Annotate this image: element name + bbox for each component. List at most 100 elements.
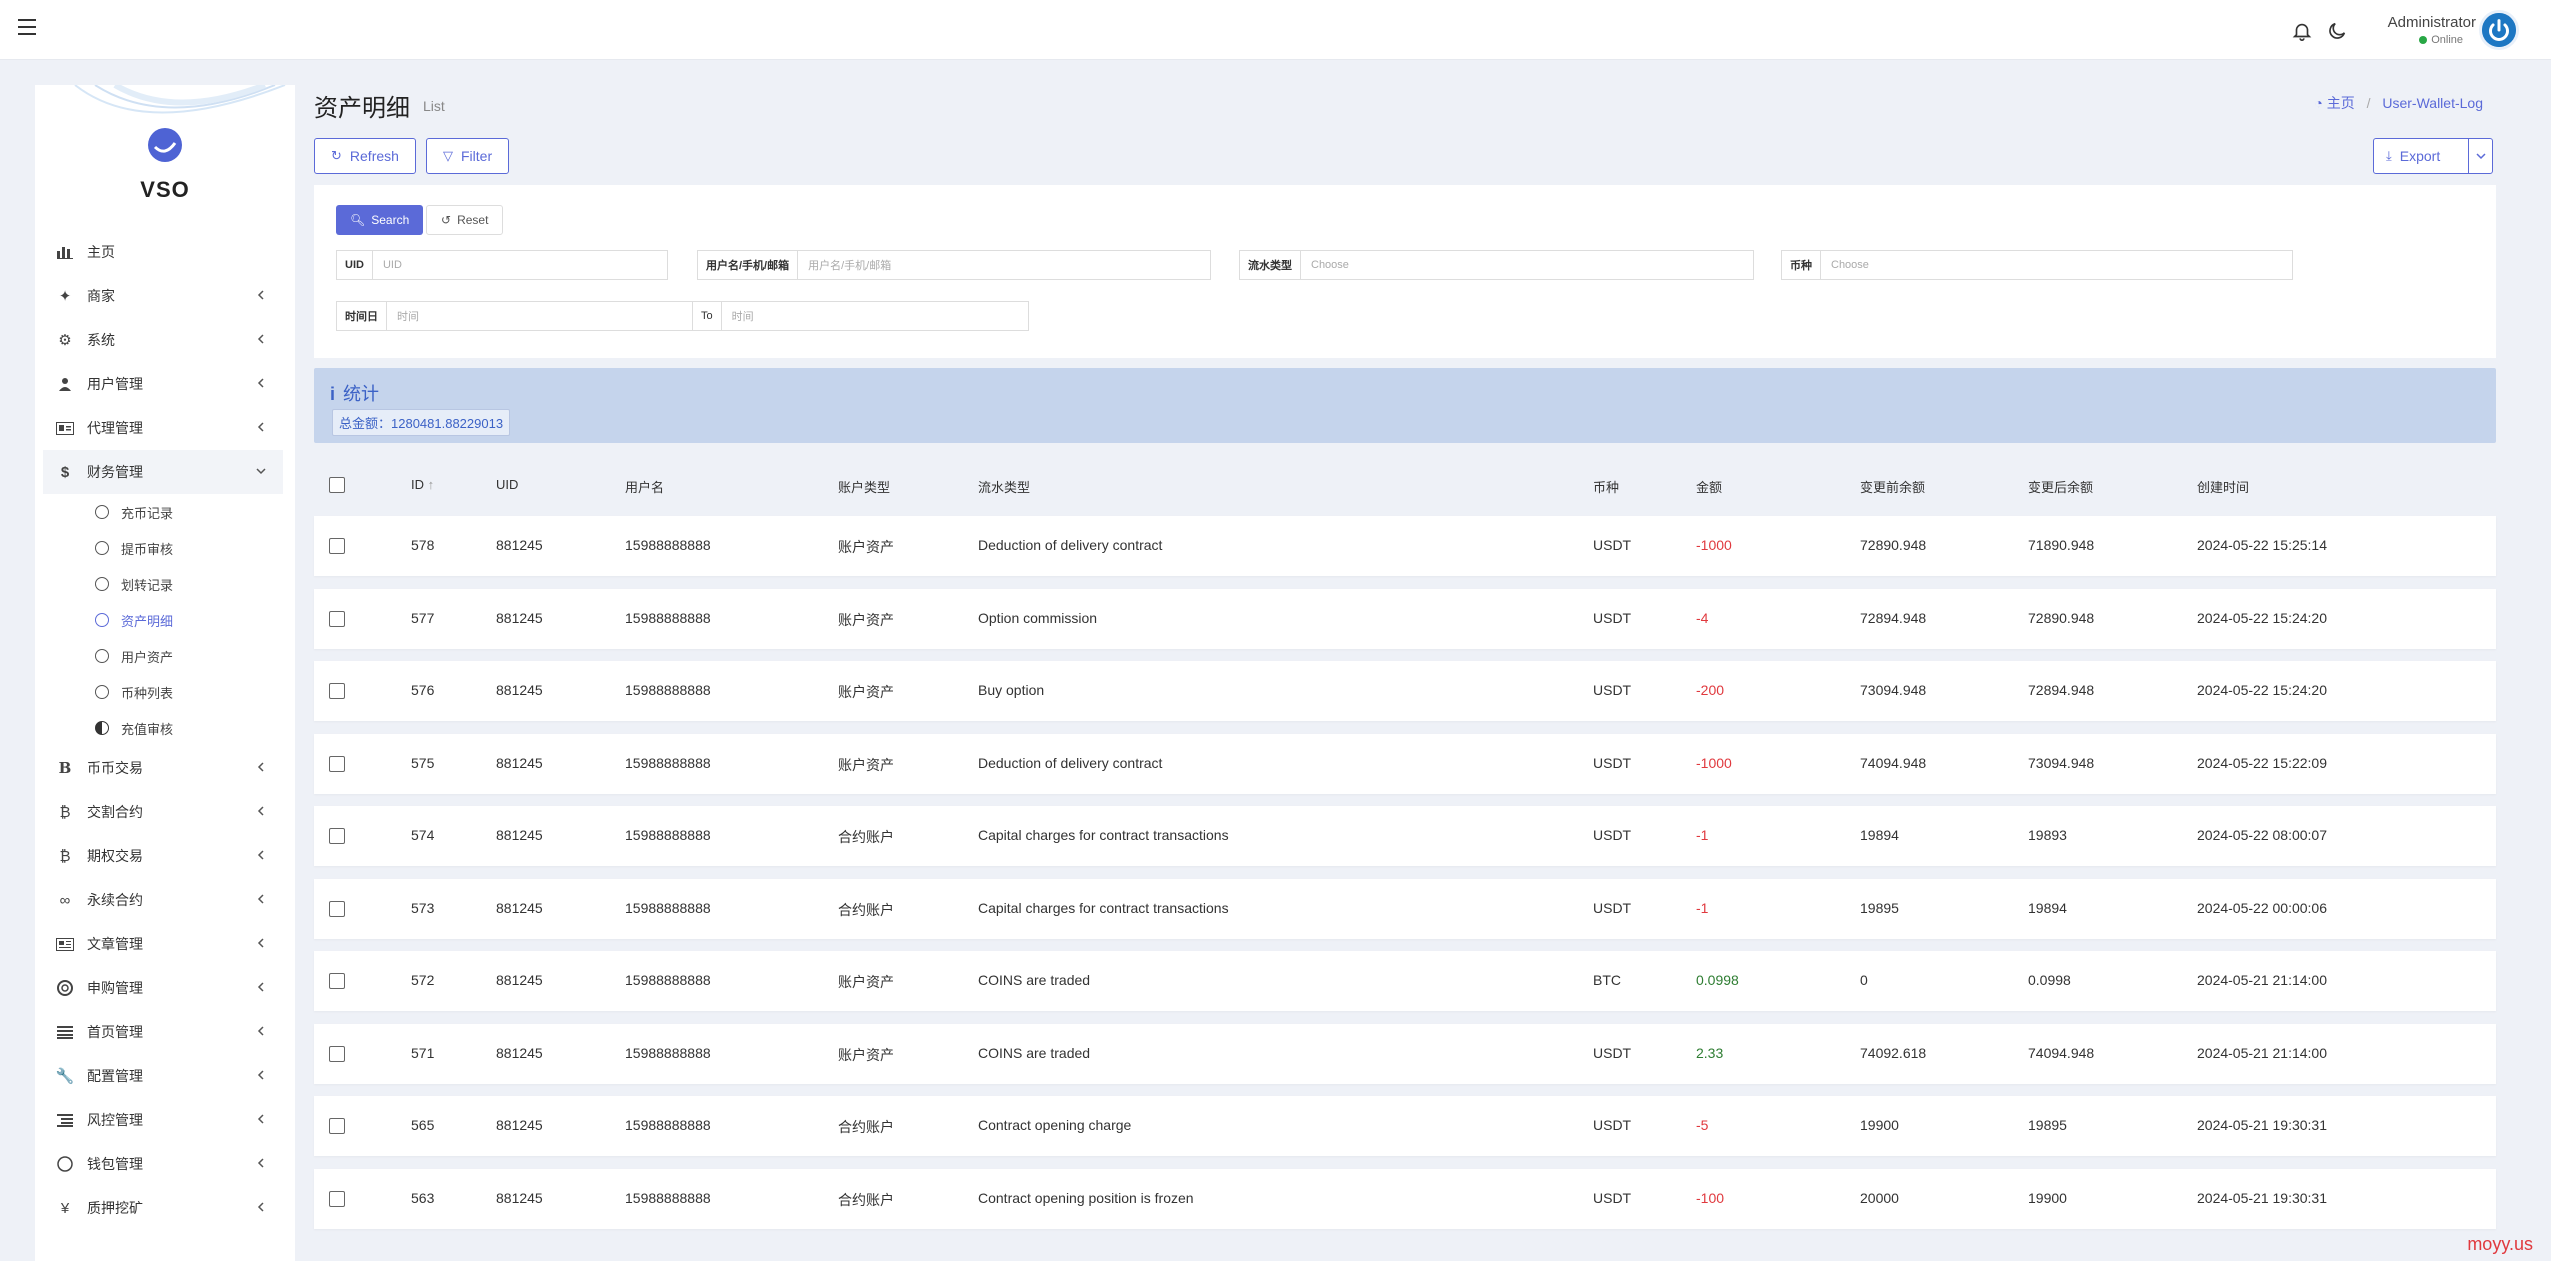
table-row[interactable]: 575 881245 15988888888 账户资产 Deduction of del…: [314, 733, 2496, 794]
uid-input[interactable]: UID: [382, 259, 402, 271]
sidebar-item-label: 财务管理: [87, 464, 143, 480]
chevron-left-icon: [257, 334, 264, 344]
sidebar-item-label: 永续合约: [87, 892, 143, 908]
column-header-id[interactable]: ID ↑: [411, 477, 435, 492]
export-button[interactable]: ⤓ Export: [2373, 138, 2493, 174]
column-header-account-type: 账户类型: [838, 480, 891, 495]
sidebar-item-risk-management[interactable]: 风控管理: [35, 1098, 295, 1142]
bitcoin-icon: ₿: [59, 847, 71, 865]
top-bar: Administrator Online: [0, 0, 2551, 60]
row-checkbox[interactable]: [329, 683, 345, 699]
search-button[interactable]: 🔍︎ Search: [336, 205, 424, 235]
flow-type-select[interactable]: Choose: [1311, 259, 1349, 271]
info-icon: i: [330, 384, 336, 404]
sidebar-item-merchant[interactable]: ✦ 商家: [35, 274, 295, 318]
row-checkbox[interactable]: [329, 538, 345, 554]
brand-name: VSO: [140, 177, 190, 202]
reset-button[interactable]: ↺ Reset: [426, 205, 504, 235]
sidebar-item-user-management[interactable]: 用户管理: [35, 362, 295, 406]
time-from-input[interactable]: 时间: [397, 311, 419, 323]
users-icon: ✦: [58, 288, 72, 305]
sidebar-item-staking-mining[interactable]: ¥ 质押挖矿: [35, 1186, 295, 1230]
cell-balance-before: 74094.948: [1860, 754, 1927, 771]
cell-account-type: 合约账户: [838, 901, 894, 918]
table-row[interactable]: 563 881245 15988888888 合约账户 Contract opening…: [314, 1168, 2496, 1229]
filter-button[interactable]: ▽ Filter: [426, 138, 510, 174]
table-row[interactable]: 574 881245 15988888888 合约账户 Capital charges …: [314, 806, 2496, 866]
sidebar-item-label: 申购管理: [87, 980, 143, 996]
chevron-left-icon: [257, 850, 264, 860]
row-checkbox[interactable]: [329, 973, 345, 989]
sidebar-item-options-trading[interactable]: ₿ 期权交易: [35, 834, 295, 878]
breadcrumb-home-link[interactable]: 主页: [2326, 95, 2355, 111]
sidebar-subitem-deposit-records[interactable]: 充币记录: [35, 494, 295, 530]
wrench-icon: 🔧: [55, 1068, 75, 1085]
uid-filter: UID UID: [336, 250, 668, 280]
sidebar-item-agent-management[interactable]: 代理管理: [35, 406, 295, 450]
sidebar-subitem-user-assets[interactable]: 用户资产: [35, 638, 295, 674]
sidebar-subitem-coin-list[interactable]: 币种列表: [35, 674, 295, 710]
table-row[interactable]: 576 881245 15988888888 账户资产 Buy option USDT -2…: [314, 661, 2496, 721]
time-to-input[interactable]: 时间: [731, 311, 754, 323]
sidebar-item-homepage-management[interactable]: 首页管理: [35, 1010, 295, 1054]
column-header-created-time: 创建时间: [2197, 480, 2250, 495]
sidebar-subitem-transfer-records[interactable]: 划转记录: [35, 566, 295, 602]
row-checkbox[interactable]: [329, 1045, 345, 1062]
cell-username: 15988888888: [625, 1189, 711, 1206]
sidebar-item-system[interactable]: ⚙ 系统: [35, 318, 295, 362]
menu-toggle-icon[interactable]: [18, 19, 36, 35]
table-row[interactable]: 565 881245 15988888888 合约账户 Contract opening…: [314, 1096, 2496, 1156]
cell-balance-before: 19894: [1860, 827, 1899, 843]
cell-created-time: 2024-05-21 21:14:00: [2197, 972, 2327, 988]
sidebar-subitem-recharge-review[interactable]: 充值审核: [35, 710, 295, 746]
sidebar-subitem-withdraw-review[interactable]: 提币审核: [35, 530, 295, 566]
sidebar-item-article-management[interactable]: 文章管理: [35, 922, 295, 966]
sidebar-item-perpetual-contract[interactable]: ∞ 永续合约: [35, 878, 295, 922]
cell-username: 15988888888: [625, 682, 711, 698]
bitcoin-icon: ₿: [59, 803, 71, 821]
cell-id: 576: [411, 682, 435, 698]
sidebar-item-config-management[interactable]: 🔧 配置管理: [35, 1054, 295, 1098]
table-row[interactable]: 578 881245 15988888888 账户资产 Deduction of del…: [314, 516, 2496, 576]
online-dot-icon: [2419, 36, 2428, 45]
page-title: 资产明细: [314, 95, 410, 122]
dashboard-icon: ◔: [2314, 95, 2323, 111]
sidebar-item-finance[interactable]: $ 财务管理: [43, 450, 283, 494]
sidebar-item-wallet-management[interactable]: 钱包管理: [35, 1142, 295, 1186]
user-filter: 用户名/手机/邮箱 用户名/手机/邮箱: [697, 250, 1211, 280]
refresh-button[interactable]: ↻ Refresh: [314, 138, 416, 174]
cell-coin: USDT: [1593, 537, 1632, 553]
circle-icon: [95, 505, 109, 519]
row-checkbox[interactable]: [329, 755, 345, 772]
cell-coin: USDT: [1593, 682, 1632, 698]
row-checkbox[interactable]: [329, 1190, 345, 1207]
sidebar-item-spot-trading[interactable]: B 币币交易: [35, 746, 295, 790]
sidebar-item-home[interactable]: 主页: [35, 230, 295, 274]
table-row[interactable]: 573 881245 15988888888 合约账户 Capital charges …: [314, 878, 2496, 939]
row-checkbox[interactable]: [329, 900, 345, 917]
sidebar-subitem-asset-details[interactable]: 资产明细: [35, 602, 295, 638]
user-name[interactable]: Administrator: [2387, 14, 2476, 31]
table-row[interactable]: 572 881245 15988888888 账户资产 COINS are traded…: [314, 951, 2496, 1011]
user-input[interactable]: 用户名/手机/邮箱: [808, 260, 892, 272]
filter-icon: ▽: [443, 148, 453, 163]
sidebar-item-label: 配置管理: [87, 1068, 143, 1084]
cell-balance-before: 19895: [1860, 899, 1899, 916]
export-dropdown-toggle[interactable]: [2468, 139, 2492, 173]
chevron-left-icon: [257, 938, 264, 948]
table-row[interactable]: 577 881245 15988888888 账户资产 Option commissio…: [314, 588, 2496, 649]
sidebar-item-label: 系统: [87, 332, 115, 348]
row-checkbox[interactable]: [329, 828, 345, 844]
select-all-checkbox[interactable]: [329, 477, 345, 493]
column-header-flow-type: 流水类型: [978, 480, 1031, 495]
sidebar-item-subscription-management[interactable]: 申购管理: [35, 966, 295, 1010]
row-checkbox[interactable]: [329, 1118, 345, 1134]
table-row[interactable]: 571 881245 15988888888 账户资产 COINS are traded…: [314, 1023, 2496, 1084]
coin-select[interactable]: Choose: [1831, 259, 1869, 271]
row-checkbox[interactable]: [329, 610, 345, 627]
moon-icon[interactable]: [2326, 20, 2348, 42]
avatar[interactable]: [2479, 10, 2519, 50]
sidebar-item-delivery-contract[interactable]: ₿ 交割合约: [35, 790, 295, 834]
cell-coin: USDT: [1593, 1117, 1632, 1133]
bell-icon[interactable]: [2291, 20, 2313, 42]
